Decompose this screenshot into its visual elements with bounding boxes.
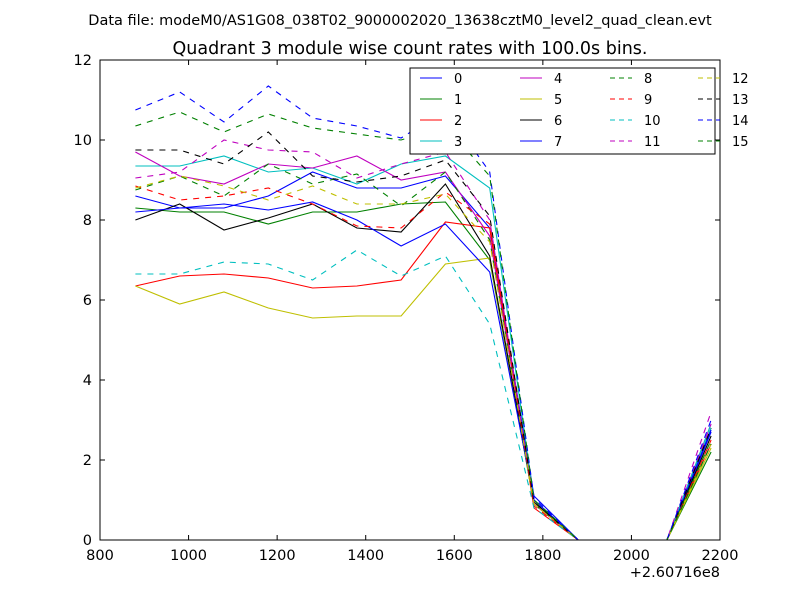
x-tick-label: 1800 — [524, 548, 561, 564]
x-tick-label: 800 — [86, 548, 114, 564]
x-offset-label: +2.60716e8 — [630, 565, 720, 581]
legend-box — [409, 67, 716, 155]
legend-label-7: 7 — [554, 135, 562, 150]
legend-label-9: 9 — [644, 93, 652, 108]
chart-title: Quadrant 3 module wise count rates with … — [173, 39, 648, 59]
y-tick-label: 2 — [83, 453, 92, 469]
series-line-7 — [135, 201, 712, 541]
y-tick-label: 10 — [74, 133, 92, 149]
legend-label-1: 1 — [454, 93, 462, 108]
series-line-3 — [135, 155, 712, 541]
legend-label-5: 5 — [554, 93, 562, 108]
series-line-1 — [135, 201, 712, 541]
series-line-5 — [135, 257, 712, 541]
legend-label-2: 2 — [454, 114, 462, 129]
legend-label-13: 13 — [732, 93, 749, 108]
legend-label-6: 6 — [554, 114, 562, 129]
x-tick-label: 1000 — [170, 548, 207, 564]
legend-label-10: 10 — [644, 114, 661, 129]
x-tick-label: 2200 — [702, 548, 739, 564]
y-tick-label: 6 — [83, 293, 92, 309]
x-tick-label: 2000 — [613, 548, 650, 564]
x-tick-label: 1200 — [259, 548, 296, 564]
x-tick-label: 1600 — [436, 548, 473, 564]
data-file-label: Data file: modeM0/AS1G08_038T02_90000020… — [88, 13, 712, 29]
series-line-6 — [135, 183, 712, 541]
legend-label-0: 0 — [454, 72, 462, 87]
y-tick-label: 0 — [83, 533, 92, 549]
series-line-12 — [135, 175, 712, 541]
legend-label-15: 15 — [732, 135, 749, 150]
x-tick-label: 1400 — [347, 548, 384, 564]
series-line-8 — [135, 163, 712, 541]
series-line-9 — [135, 185, 712, 541]
legend-label-11: 11 — [644, 135, 661, 150]
series-line-11 — [135, 139, 712, 541]
y-tick-label: 4 — [83, 373, 92, 389]
series-line-13 — [135, 131, 712, 541]
legend-label-14: 14 — [732, 114, 749, 129]
legend-label-4: 4 — [554, 72, 562, 87]
series-line-2 — [135, 221, 712, 541]
legend-label-3: 3 — [454, 135, 462, 150]
legend-label-8: 8 — [644, 72, 652, 87]
y-tick-label: 12 — [74, 53, 92, 69]
y-tick-label: 8 — [83, 213, 92, 229]
series-line-14 — [135, 85, 712, 541]
series-line-0 — [135, 171, 712, 541]
series-line-10 — [135, 249, 712, 541]
legend-label-12: 12 — [732, 72, 749, 87]
